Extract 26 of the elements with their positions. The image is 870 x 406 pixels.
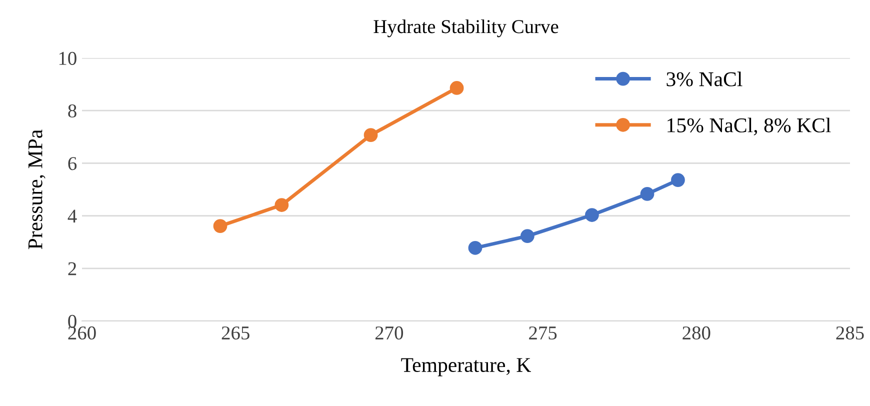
point	[213, 219, 228, 233]
x-tick-label: 285	[836, 326, 864, 340]
chart-title: Hydrate Stability Curve	[374, 20, 558, 38]
x-axis-title: Temperature, K	[401, 358, 531, 376]
point	[640, 187, 654, 201]
x-tick-label: 270	[375, 326, 404, 340]
x-tick-label: 260	[68, 326, 96, 340]
x-tick-label: 280	[682, 326, 710, 340]
x-tick-label: 265	[222, 326, 250, 340]
legend-label: 3% NaCl	[666, 72, 742, 86]
y-tick-label: 10	[59, 52, 76, 65]
y-tick-label: 0	[68, 314, 76, 328]
point	[450, 81, 464, 95]
y-tick-label: 2	[68, 262, 76, 276]
y-tick-label: 6	[68, 157, 77, 170]
point	[671, 173, 685, 187]
y-axis-title: Pressure, MPa	[28, 130, 46, 250]
y-tick-label: 4	[68, 210, 77, 223]
y-tick-label: 8	[68, 104, 76, 118]
point	[585, 208, 599, 222]
x-tick-label: 275	[529, 326, 557, 340]
point	[274, 198, 289, 212]
legend-label: 15% NaCl, 8% KCl	[668, 118, 831, 136]
point	[364, 128, 378, 142]
point	[520, 229, 534, 243]
point	[468, 240, 482, 255]
